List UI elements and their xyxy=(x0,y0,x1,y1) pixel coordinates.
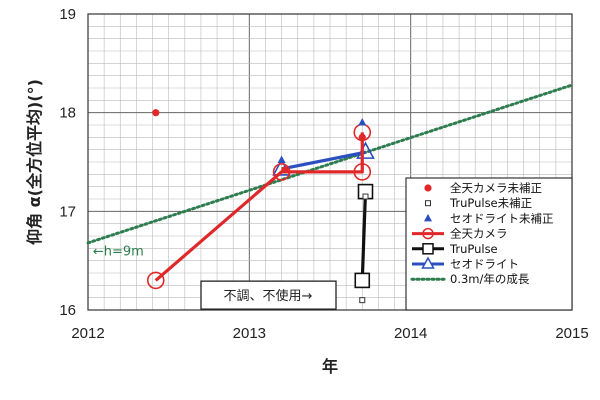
data-point xyxy=(281,166,289,174)
data-point xyxy=(146,271,165,290)
y-tick-label: 16 xyxy=(59,302,76,319)
y-tick-label: 19 xyxy=(59,6,76,23)
legend-label: セオドライト未補正 xyxy=(450,211,554,225)
x-axis-label: 年 xyxy=(322,357,338,376)
legend-swatch-marker xyxy=(425,200,431,207)
legend-item: 0.3m/年の成長 xyxy=(410,272,530,286)
series-line xyxy=(360,191,368,281)
legend-label: セオドライト xyxy=(450,257,519,271)
legend-label: 全天カメラ xyxy=(450,227,508,241)
legend: 全天カメラ未補正TruPulse未補正セオドライト未補正全天カメラTruPuls… xyxy=(405,177,573,311)
data-point xyxy=(359,297,366,304)
legend-item: 全天カメラ未補正 xyxy=(424,181,542,195)
x-tick-label: 2013 xyxy=(233,325,266,342)
series-line xyxy=(281,150,366,171)
series-layer xyxy=(86,83,574,304)
series-2 xyxy=(277,118,367,164)
x-tick-label: 2015 xyxy=(555,325,588,342)
legend-item: セオドライト xyxy=(412,256,519,271)
annotation-text: 不調、不使用→ xyxy=(224,288,313,304)
x-tick-labels: 2012 2013 2014 2015 xyxy=(71,325,588,342)
x-tick-label: 2014 xyxy=(394,325,427,342)
series-line xyxy=(154,132,364,282)
annotation-box xyxy=(200,280,337,310)
legend-swatch-marker xyxy=(424,184,432,192)
data-point xyxy=(152,109,160,117)
data-point xyxy=(358,118,367,126)
plot-frame xyxy=(87,13,573,311)
x-tick-label: 2012 xyxy=(71,325,104,342)
legend-item: 全天カメラ xyxy=(412,227,508,241)
series-1 xyxy=(359,193,369,304)
legend-swatch-marker xyxy=(422,227,434,240)
data-point xyxy=(362,193,369,200)
legend-swatch-marker xyxy=(422,243,434,255)
legend-label: 0.3m/年の成長 xyxy=(450,272,530,286)
y-tick-label: 18 xyxy=(59,105,76,122)
legend-item: セオドライト未補正 xyxy=(424,211,554,225)
y-tick-labels: 16 17 18 19 xyxy=(59,6,76,319)
data-point xyxy=(354,272,371,289)
series-0 xyxy=(152,109,366,174)
legend-item: TruPulse xyxy=(412,242,498,256)
annotations: ←h=9m 不調、不使用→ xyxy=(93,245,337,310)
data-point xyxy=(353,163,372,181)
y-tick-label: 17 xyxy=(59,203,76,220)
growth-trend-line xyxy=(86,83,574,245)
legend-label: 全天カメラ未補正 xyxy=(450,181,542,195)
annotation-text: ←h=9m xyxy=(93,245,144,260)
data-point xyxy=(277,155,286,164)
legend-label: TruPulse xyxy=(449,242,498,256)
legend-item: TruPulse未補正 xyxy=(425,196,532,210)
data-point xyxy=(272,163,291,181)
series-6 xyxy=(86,83,574,245)
data-point xyxy=(358,133,366,141)
legend-swatch-marker xyxy=(424,213,432,222)
y-axis-label: 仰角 α(全方位平均)(°) xyxy=(25,79,44,245)
legend-swatch-marker xyxy=(421,256,435,269)
legend-label: TruPulse未補正 xyxy=(449,196,532,210)
